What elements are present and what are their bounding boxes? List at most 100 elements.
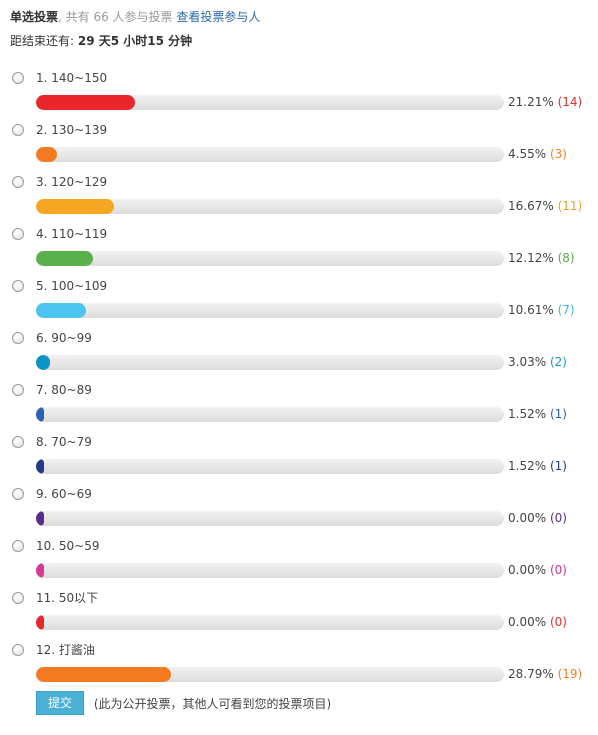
option-label: 12. 打酱油	[36, 643, 95, 657]
option-progress-fill	[36, 563, 44, 578]
option-percent: 1.52%	[508, 407, 547, 421]
option-radio[interactable]	[12, 228, 24, 240]
poll-option: 4. 110~119 12.12% (8)	[0, 226, 598, 278]
poll-deadline: 距结束还有: 29 天5 小时15 分钟	[10, 32, 590, 50]
option-radio[interactable]	[12, 332, 24, 344]
poll-option: 1. 140~150 21.21% (14)	[0, 70, 598, 122]
option-progress-fill	[36, 251, 93, 266]
option-percent: 3.03%	[508, 355, 547, 369]
option-radio[interactable]	[12, 280, 24, 292]
option-label: 2. 130~139	[36, 123, 108, 137]
option-progress-track	[36, 355, 504, 370]
poll-option: 11. 50以下 0.00% (0)	[0, 590, 598, 642]
option-percent: 12.12%	[508, 251, 554, 265]
option-progress-fill	[36, 355, 51, 370]
option-label: 5. 100~109	[36, 279, 108, 293]
poll-type: 单选投票	[10, 10, 59, 24]
option-percent: 0.00%	[508, 563, 547, 577]
submit-button[interactable]: 提交	[36, 691, 84, 715]
option-result: 1.52% (1)	[508, 407, 567, 422]
participant-count: 共有 66 人参与投票	[61, 10, 173, 24]
option-vote-count: (19)	[557, 667, 583, 681]
poll-footer: 提交 (此为公开投票，其他人可看到您的投票项目)	[36, 691, 331, 715]
option-percent: 21.21%	[508, 95, 554, 109]
option-result: 3.03% (2)	[508, 355, 567, 370]
option-vote-count: (7)	[557, 303, 575, 317]
option-radio[interactable]	[12, 384, 24, 396]
option-percent: 1.52%	[508, 459, 547, 473]
summary-separator: ,	[58, 10, 62, 24]
poll-option: 2. 130~139 4.55% (3)	[0, 122, 598, 174]
option-result: 0.00% (0)	[508, 615, 567, 630]
option-label: 3. 120~129	[36, 175, 108, 189]
option-radio[interactable]	[12, 124, 24, 136]
option-result: 0.00% (0)	[508, 563, 567, 578]
deadline-value: 29 天5 小时15 分钟	[77, 34, 193, 48]
option-progress-track	[36, 615, 504, 630]
poll-option: 7. 80~89 1.52% (1)	[0, 382, 598, 434]
poll-option: 8. 70~79 1.52% (1)	[0, 434, 598, 486]
option-progress-fill	[36, 511, 44, 526]
option-vote-count: (3)	[549, 147, 567, 161]
option-progress-track	[36, 563, 504, 578]
public-vote-note: (此为公开投票，其他人可看到您的投票项目)	[93, 696, 332, 711]
option-percent: 4.55%	[508, 147, 547, 161]
option-progress-fill	[36, 199, 114, 214]
option-radio[interactable]	[12, 488, 24, 500]
option-vote-count: (1)	[549, 407, 567, 421]
option-percent: 28.79%	[508, 667, 554, 681]
poll-option: 10. 50~59 0.00% (0)	[0, 538, 598, 590]
option-vote-count: (1)	[549, 459, 567, 473]
option-percent: 16.67%	[508, 199, 554, 213]
poll-option: 6. 90~99 3.03% (2)	[0, 330, 598, 382]
option-label: 4. 110~119	[36, 227, 108, 241]
view-participants-link[interactable]: 查看投票参与人	[176, 10, 261, 24]
option-label: 10. 50~59	[36, 539, 100, 553]
option-progress-fill	[36, 147, 58, 162]
option-vote-count: (11)	[557, 199, 583, 213]
option-result: 21.21% (14)	[508, 95, 582, 110]
option-progress-fill	[36, 407, 44, 422]
option-result: 0.00% (0)	[508, 511, 567, 526]
option-progress-fill	[36, 95, 136, 110]
option-result: 16.67% (11)	[508, 199, 582, 214]
option-progress-track	[36, 407, 504, 422]
option-progress-track	[36, 303, 504, 318]
option-percent: 0.00%	[508, 511, 547, 525]
option-result: 10.61% (7)	[508, 303, 575, 318]
option-percent: 0.00%	[508, 615, 547, 629]
option-vote-count: (8)	[557, 251, 575, 265]
option-label: 9. 60~69	[36, 487, 92, 501]
option-radio[interactable]	[12, 72, 24, 84]
poll-option: 3. 120~129 16.67% (11)	[0, 174, 598, 226]
option-progress-track	[36, 667, 504, 682]
option-vote-count: (0)	[549, 563, 567, 577]
option-result: 4.55% (3)	[508, 147, 567, 162]
option-result: 28.79% (19)	[508, 667, 582, 682]
option-progress-fill	[36, 615, 44, 630]
option-radio[interactable]	[12, 592, 24, 604]
option-label: 11. 50以下	[36, 591, 99, 605]
option-vote-count: (14)	[557, 95, 583, 109]
option-progress-fill	[36, 667, 171, 682]
option-label: 6. 90~99	[36, 331, 92, 345]
option-vote-count: (0)	[549, 511, 567, 525]
option-progress-fill	[36, 303, 86, 318]
option-percent: 10.61%	[508, 303, 554, 317]
option-result: 1.52% (1)	[508, 459, 567, 474]
option-label: 7. 80~89	[36, 383, 92, 397]
option-vote-count: (0)	[549, 615, 567, 629]
option-radio[interactable]	[12, 176, 24, 188]
option-radio[interactable]	[12, 436, 24, 448]
option-progress-fill	[36, 459, 44, 474]
option-progress-track	[36, 147, 504, 162]
poll-option: 12. 打酱油 28.79% (19)	[0, 642, 598, 694]
option-radio[interactable]	[12, 644, 24, 656]
option-progress-track	[36, 459, 504, 474]
option-result: 12.12% (8)	[508, 251, 575, 266]
poll-summary: 单选投票, 共有 66 人参与投票 查看投票参与人	[10, 8, 590, 26]
option-radio[interactable]	[12, 540, 24, 552]
poll-header: 单选投票, 共有 66 人参与投票 查看投票参与人 距结束还有: 29 天5 小…	[10, 8, 590, 50]
poll-option: 9. 60~69 0.00% (0)	[0, 486, 598, 538]
option-progress-track	[36, 251, 504, 266]
